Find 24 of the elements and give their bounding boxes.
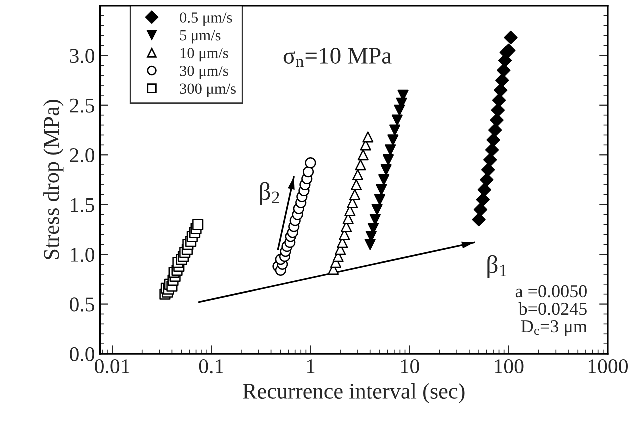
x-tick-label: 1 <box>307 360 315 374</box>
y-tick-label: 0.0 <box>70 347 95 362</box>
y-tick-label: 1.0 <box>71 248 95 262</box>
x-tick-label: 0.1 <box>199 359 224 374</box>
x-axis-title: Recurrence interval (sec) <box>243 383 465 404</box>
x-tick-label: 0.01 <box>95 359 130 374</box>
annotation: σ$_{n}$=10 MPa <box>284 48 392 67</box>
y-tick-label: 2.0 <box>70 148 95 163</box>
y-tick-label: 0.5 <box>70 298 94 312</box>
y-tick-label: 1.5 <box>71 198 94 212</box>
legend-label: 300 μm/s <box>180 84 236 98</box>
annotation: a =0.0050 b=0.0245 D$_{c}$=3 μm <box>516 285 588 336</box>
x-tick-label: 10 <box>401 359 420 374</box>
legend-label: 30 μm/s <box>180 66 228 80</box>
x-tick-label: 100 <box>495 359 524 374</box>
x-tick-label: 1000 <box>588 359 628 374</box>
y-tick-label: 2.5 <box>70 98 94 113</box>
y-axis-title: Stress drop (MPa) <box>44 100 64 260</box>
annotation: β$_{2}$ <box>260 182 280 206</box>
y-tick-label: 3.0 <box>70 49 95 64</box>
legend-label: 10 μm/s <box>180 48 228 62</box>
annotation: β$_{1}$ <box>488 255 507 278</box>
legend-label: 5 μm/s <box>180 30 221 44</box>
legend-label: 0.5 μm/s <box>180 12 232 26</box>
